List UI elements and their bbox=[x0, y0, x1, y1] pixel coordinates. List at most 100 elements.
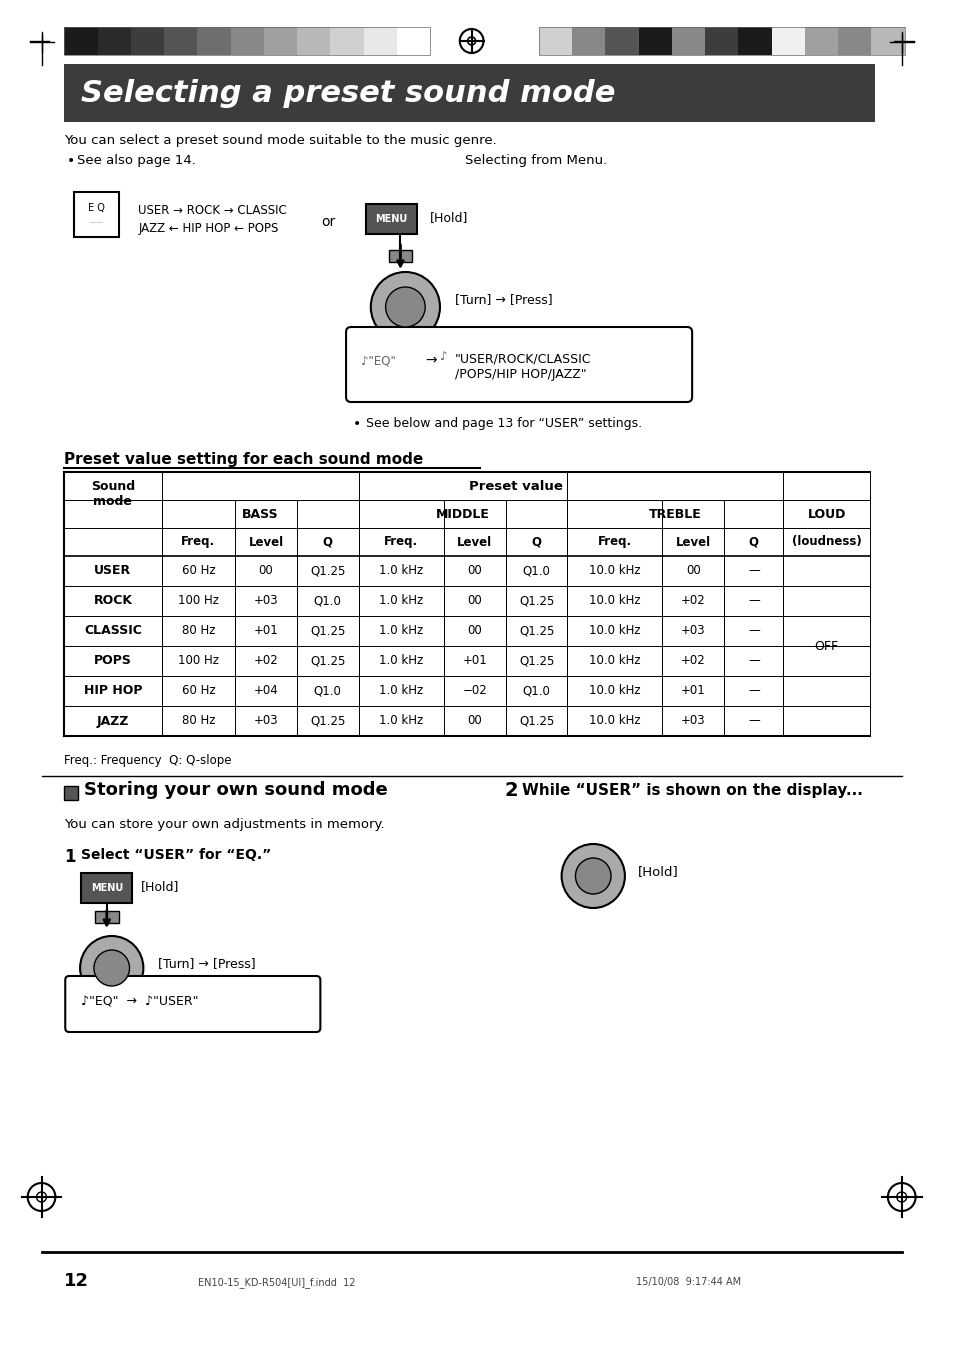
Bar bbox=[131, 27, 164, 55]
Text: ROCK: ROCK bbox=[93, 595, 132, 607]
Text: —: — bbox=[747, 714, 759, 727]
Bar bbox=[363, 27, 396, 55]
Text: MIDDLE: MIDDLE bbox=[436, 507, 490, 521]
Text: 60 Hz: 60 Hz bbox=[181, 684, 215, 698]
Text: ♪"EQ": ♪"EQ" bbox=[360, 354, 395, 366]
Text: 1.0 kHz: 1.0 kHz bbox=[378, 714, 423, 727]
Text: 80 Hz: 80 Hz bbox=[181, 714, 215, 727]
Text: 00: 00 bbox=[685, 565, 700, 577]
Text: Preset value setting for each sound mode: Preset value setting for each sound mode bbox=[64, 452, 423, 466]
Text: ♪"EQ"  →  ♪"USER": ♪"EQ" → ♪"USER" bbox=[81, 995, 198, 1009]
Text: or: or bbox=[321, 215, 335, 228]
Text: •: • bbox=[353, 416, 361, 431]
Text: +03: +03 bbox=[680, 714, 705, 727]
Text: Level: Level bbox=[456, 535, 492, 549]
Text: Preset value: Preset value bbox=[469, 480, 562, 492]
Bar bbox=[572, 27, 605, 55]
Text: 10.0 kHz: 10.0 kHz bbox=[589, 714, 640, 727]
Text: 00: 00 bbox=[258, 565, 274, 577]
Text: 1.0 kHz: 1.0 kHz bbox=[378, 625, 423, 638]
Circle shape bbox=[371, 272, 439, 342]
Bar bbox=[231, 27, 264, 55]
Text: LOUD: LOUD bbox=[807, 507, 845, 521]
Text: Q1.0: Q1.0 bbox=[522, 565, 550, 577]
Circle shape bbox=[385, 287, 425, 327]
Text: 10.0 kHz: 10.0 kHz bbox=[589, 654, 640, 668]
Text: −02: −02 bbox=[462, 684, 487, 698]
Text: +01: +01 bbox=[253, 625, 278, 638]
Text: HIP HOP: HIP HOP bbox=[84, 684, 142, 698]
Bar bbox=[804, 27, 838, 55]
Text: 100 Hz: 100 Hz bbox=[177, 654, 218, 668]
Text: Q1.0: Q1.0 bbox=[314, 684, 341, 698]
Text: Q1.25: Q1.25 bbox=[518, 654, 554, 668]
Text: Q: Q bbox=[322, 535, 333, 549]
Bar bbox=[264, 27, 296, 55]
Text: MENU: MENU bbox=[375, 214, 407, 224]
Text: Freq.: Freq. bbox=[598, 535, 631, 549]
Text: "USER/ROCK/CLASSIC: "USER/ROCK/CLASSIC bbox=[455, 352, 591, 365]
Text: 00: 00 bbox=[467, 714, 482, 727]
Text: 60 Hz: 60 Hz bbox=[181, 565, 215, 577]
Text: Level: Level bbox=[248, 535, 283, 549]
Bar bbox=[164, 27, 197, 55]
Bar bbox=[538, 27, 572, 55]
Text: 1: 1 bbox=[64, 848, 75, 867]
Text: Storing your own sound mode: Storing your own sound mode bbox=[84, 781, 387, 799]
Text: 80 Hz: 80 Hz bbox=[181, 625, 215, 638]
Text: While “USER” is shown on the display...: While “USER” is shown on the display... bbox=[521, 783, 862, 798]
Bar bbox=[330, 27, 363, 55]
Bar bbox=[771, 27, 804, 55]
Bar bbox=[605, 27, 638, 55]
Text: Level: Level bbox=[675, 535, 710, 549]
Text: 1.0 kHz: 1.0 kHz bbox=[378, 565, 423, 577]
Circle shape bbox=[80, 936, 143, 1000]
Text: +02: +02 bbox=[680, 595, 705, 607]
Text: TREBLE: TREBLE bbox=[648, 507, 701, 521]
Circle shape bbox=[575, 859, 611, 894]
Text: 10.0 kHz: 10.0 kHz bbox=[589, 625, 640, 638]
Text: JAZZ ← HIP HOP ← POPS: JAZZ ← HIP HOP ← POPS bbox=[138, 222, 278, 235]
Text: Q1.0: Q1.0 bbox=[314, 595, 341, 607]
Text: You can store your own adjustments in memory.: You can store your own adjustments in me… bbox=[64, 818, 384, 831]
Text: 12: 12 bbox=[64, 1272, 90, 1290]
Text: Q1.25: Q1.25 bbox=[518, 625, 554, 638]
Bar bbox=[64, 64, 874, 122]
Circle shape bbox=[561, 844, 624, 909]
Text: [Hold]: [Hold] bbox=[430, 211, 468, 224]
Bar bbox=[704, 27, 738, 55]
Text: —: — bbox=[747, 684, 759, 698]
Text: 2: 2 bbox=[504, 780, 517, 799]
Text: 10.0 kHz: 10.0 kHz bbox=[589, 595, 640, 607]
Bar bbox=[81, 873, 132, 903]
Text: Q1.0: Q1.0 bbox=[522, 684, 550, 698]
Text: See also page 14.: See also page 14. bbox=[77, 154, 195, 168]
Text: Freq.: Freq. bbox=[181, 535, 215, 549]
Text: Q1.25: Q1.25 bbox=[518, 595, 554, 607]
Text: EN10-15_KD-R504[UI]_f.indd  12: EN10-15_KD-R504[UI]_f.indd 12 bbox=[197, 1278, 355, 1288]
Text: +01: +01 bbox=[462, 654, 487, 668]
Text: ♪: ♪ bbox=[439, 350, 447, 362]
Text: Sound
mode: Sound mode bbox=[91, 480, 134, 508]
Text: (loudness): (loudness) bbox=[791, 535, 861, 549]
Text: +04: +04 bbox=[253, 684, 278, 698]
Text: +03: +03 bbox=[253, 595, 278, 607]
Text: —: — bbox=[747, 625, 759, 638]
Text: USER → ROCK → CLASSIC: USER → ROCK → CLASSIC bbox=[138, 204, 287, 218]
Text: Q1.25: Q1.25 bbox=[310, 625, 345, 638]
Text: JAZZ: JAZZ bbox=[96, 714, 129, 727]
Text: Q1.25: Q1.25 bbox=[310, 565, 345, 577]
Text: Selecting a preset sound mode: Selecting a preset sound mode bbox=[81, 78, 615, 108]
Text: MENU: MENU bbox=[91, 883, 123, 894]
Text: You can select a preset sound mode suitable to the music genre.: You can select a preset sound mode suita… bbox=[64, 134, 497, 147]
Text: See below and page 13 for “USER” settings.: See below and page 13 for “USER” setting… bbox=[365, 416, 641, 430]
Bar bbox=[94, 911, 118, 923]
Bar bbox=[74, 192, 118, 237]
Bar bbox=[64, 786, 78, 800]
Bar bbox=[365, 204, 416, 234]
Text: 1.0 kHz: 1.0 kHz bbox=[378, 654, 423, 668]
Text: —: — bbox=[747, 565, 759, 577]
Text: [Turn] → [Press]: [Turn] → [Press] bbox=[158, 957, 255, 971]
Text: _____: _____ bbox=[90, 218, 103, 223]
Text: +03: +03 bbox=[680, 625, 705, 638]
